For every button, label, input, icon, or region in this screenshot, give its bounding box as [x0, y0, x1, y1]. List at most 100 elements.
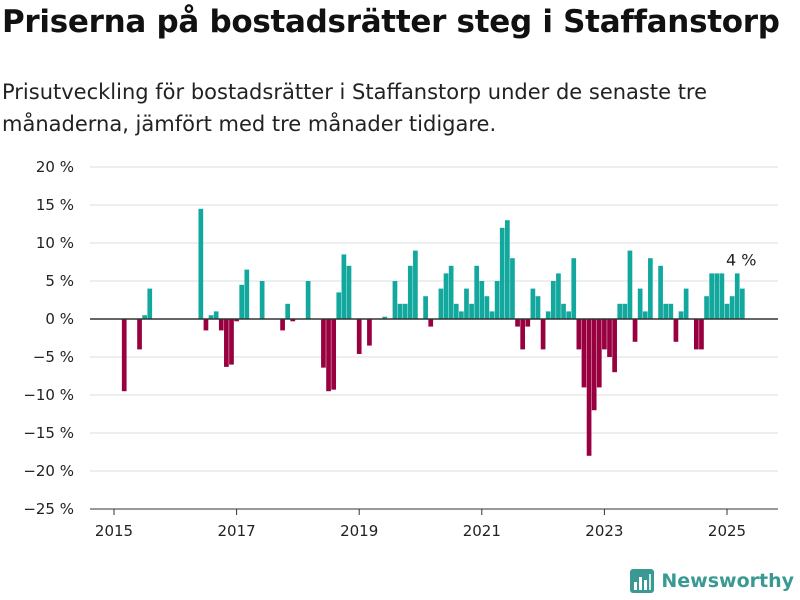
axes [90, 318, 778, 515]
bar [642, 311, 648, 319]
bar [673, 319, 679, 342]
bar [489, 311, 495, 319]
x-tick-label: 2021 [463, 522, 501, 540]
bar [121, 319, 127, 392]
x-tick-label: 2017 [218, 522, 256, 540]
bar [453, 303, 459, 319]
y-tick-label: −5 % [33, 348, 74, 366]
bar [428, 319, 434, 327]
y-tick-label: −20 % [23, 462, 74, 480]
bar [612, 319, 617, 373]
bar [719, 273, 725, 319]
bar [239, 284, 245, 319]
bar [714, 273, 720, 319]
bar [397, 303, 403, 319]
newsworthy-logo-icon [630, 569, 655, 593]
bar [729, 296, 735, 319]
data-label-latest: 4 % [726, 251, 756, 270]
bar [586, 319, 592, 456]
chart-title: Priserna på bostadsrätter steg i Staffan… [2, 4, 780, 40]
y-tick-label: −25 % [23, 500, 74, 518]
bar [607, 319, 612, 357]
bar [459, 311, 464, 319]
bar [229, 319, 234, 365]
bar [525, 319, 531, 327]
bar [479, 281, 485, 319]
bar [392, 281, 398, 319]
bar [724, 303, 730, 319]
bar [356, 319, 362, 354]
bar [341, 254, 347, 319]
bar [280, 319, 285, 331]
bar [244, 269, 250, 319]
bar [413, 250, 418, 319]
bar [198, 208, 204, 319]
bar [699, 319, 704, 350]
bar [694, 319, 699, 350]
bar [499, 227, 505, 319]
bar [704, 296, 709, 319]
bar [423, 296, 428, 319]
y-tick-label: 20 % [36, 158, 74, 176]
bar [346, 265, 352, 319]
y-tick-label: 5 % [45, 272, 74, 290]
bar [464, 288, 469, 319]
bar [591, 319, 597, 411]
bar [550, 281, 556, 319]
bar [632, 319, 638, 342]
bar [683, 288, 689, 319]
bar [367, 319, 372, 346]
bar [474, 265, 480, 319]
bar [622, 303, 628, 319]
bar [596, 319, 602, 388]
bar [203, 319, 209, 331]
bar [627, 250, 633, 319]
x-tick-label: 2015 [95, 522, 133, 540]
bar [218, 319, 224, 331]
bar [530, 288, 536, 319]
bar [739, 288, 745, 319]
bar [285, 303, 291, 319]
bar [331, 319, 337, 390]
bar [259, 281, 265, 319]
bar [566, 311, 571, 319]
bar [637, 288, 643, 319]
bar [540, 319, 546, 350]
bar [494, 281, 500, 319]
bar [535, 296, 541, 319]
bar [142, 315, 147, 319]
bar [469, 303, 474, 319]
bar [448, 265, 454, 319]
y-tick-label: 15 % [36, 196, 74, 214]
bar [571, 258, 577, 319]
bar [576, 319, 582, 350]
bar [484, 296, 490, 319]
bar [402, 303, 408, 319]
brand-logo: Newsworthy [629, 568, 794, 594]
y-tick-label: 10 % [36, 234, 74, 252]
bar [581, 319, 587, 388]
bar [234, 319, 239, 322]
bar [224, 319, 229, 367]
bar [321, 319, 326, 368]
bar [510, 258, 515, 319]
bar [305, 281, 311, 319]
bar [678, 311, 684, 319]
bar [407, 265, 413, 319]
chart-subtitle: Prisutveckling för bostadsrätter i Staff… [2, 80, 708, 136]
y-tick-label: −15 % [23, 424, 74, 442]
bar [213, 311, 219, 319]
y-tick-label: −10 % [23, 386, 74, 404]
bar [443, 273, 449, 319]
bar [326, 319, 331, 392]
bar [137, 319, 142, 350]
bar [734, 273, 740, 319]
bar [515, 319, 520, 327]
bar [602, 319, 607, 350]
bar [382, 316, 388, 319]
bar [545, 311, 551, 319]
bar [290, 319, 296, 322]
x-tick-label: 2019 [340, 522, 378, 540]
bar [504, 220, 510, 319]
